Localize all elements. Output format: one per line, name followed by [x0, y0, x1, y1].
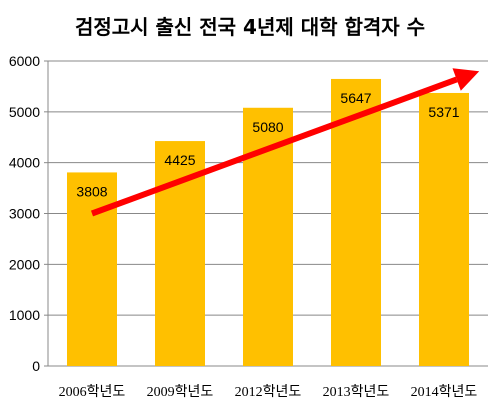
- bar-value-label: 5647: [340, 90, 371, 106]
- chart-title: 검정고시 출신 전국 4년제 대학 합격자 수: [75, 15, 425, 39]
- bar-value-label: 5371: [428, 104, 459, 120]
- data-labels: 3808 4425 5080 5647 5371: [76, 90, 459, 199]
- y-tick-label: 6000: [9, 53, 40, 69]
- x-axis-labels: 2006학년도 2009학년도 2012학년도 2013학년도 2014학년도: [59, 384, 478, 400]
- trend-arrow-shaft: [90, 76, 458, 217]
- bar: [419, 92, 469, 366]
- x-category-label: 2009학년도: [147, 384, 214, 400]
- bars: [67, 78, 469, 367]
- x-category-label: 2013학년도: [323, 384, 390, 400]
- y-tick-label: 2000: [9, 256, 40, 272]
- y-tick-label: 3000: [9, 206, 40, 222]
- trend-arrow-head: [452, 68, 480, 91]
- bar: [67, 172, 117, 366]
- x-category-label: 2012학년도: [235, 384, 302, 400]
- trend-arrow: [90, 68, 480, 217]
- bar-value-label: 3808: [76, 183, 107, 199]
- bar: [331, 78, 381, 367]
- y-tick-label: 0: [32, 358, 40, 374]
- y-tick-label: 4000: [9, 155, 40, 171]
- x-category-label: 2006학년도: [59, 384, 126, 400]
- y-tick-label: 5000: [9, 104, 40, 120]
- y-axis-labels: 0 1000 2000 3000 4000 5000 6000: [9, 53, 40, 374]
- bar-value-label: 5080: [252, 119, 283, 135]
- bar-value-label: 4425: [164, 152, 195, 168]
- x-category-label: 2014학년도: [411, 384, 478, 400]
- y-tick-label: 1000: [9, 307, 40, 323]
